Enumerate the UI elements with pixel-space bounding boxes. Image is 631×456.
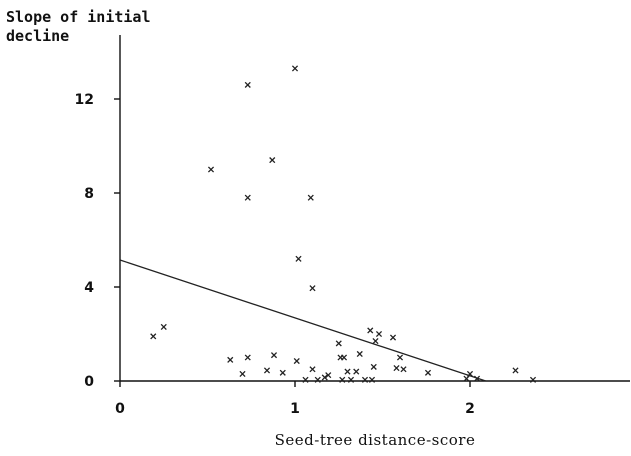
data-point (339, 376, 346, 383)
data-point (353, 368, 360, 375)
data-point (367, 327, 374, 334)
data-point (372, 337, 379, 345)
data-point (321, 374, 328, 381)
data-point (207, 166, 215, 173)
data-point (295, 255, 302, 262)
data-point (291, 65, 299, 72)
data-point (375, 330, 383, 338)
x-tick-label: 1 (290, 401, 300, 417)
regression-line (119, 259, 486, 382)
x-tick-label: 0 (115, 401, 125, 417)
y-tick-label: 8 (84, 186, 94, 202)
data-point (393, 365, 400, 372)
y-tick-label: 4 (84, 280, 94, 296)
data-point (269, 157, 276, 164)
data-point (244, 81, 251, 88)
data-point (512, 367, 519, 374)
data-point (347, 376, 355, 383)
data-point (325, 372, 332, 379)
data-point (160, 323, 167, 331)
data-point (227, 356, 234, 363)
data-point (244, 354, 251, 361)
data-point (244, 194, 251, 201)
data-point (389, 334, 397, 341)
data-point (309, 285, 316, 292)
data-point (314, 376, 321, 383)
data-point (356, 350, 363, 358)
data-point (270, 352, 278, 359)
y-axis-label-line-1: Slope of initial (6, 8, 151, 26)
data-points (150, 65, 537, 383)
data-point (400, 366, 407, 373)
data-point (263, 367, 271, 374)
data-point (307, 194, 314, 201)
x-axis-label: Seed-tree distance-score (275, 431, 476, 449)
data-point (370, 363, 377, 370)
data-point (309, 366, 316, 373)
data-point (368, 376, 376, 383)
data-point (529, 376, 537, 383)
data-point (463, 375, 470, 382)
y-axis-label-line-2: decline (6, 27, 69, 45)
data-point (361, 376, 369, 383)
y-tick-label: 12 (75, 92, 94, 108)
data-point (239, 370, 246, 378)
data-point (150, 333, 157, 340)
data-point (302, 376, 309, 383)
data-point (340, 354, 348, 361)
data-point (335, 340, 342, 347)
data-point (424, 369, 432, 376)
x-tick-label: 2 (465, 401, 475, 417)
y-tick-label: 0 (84, 374, 94, 390)
data-point (344, 368, 351, 375)
data-point (396, 354, 404, 361)
data-point (279, 369, 286, 376)
data-point (293, 357, 300, 365)
